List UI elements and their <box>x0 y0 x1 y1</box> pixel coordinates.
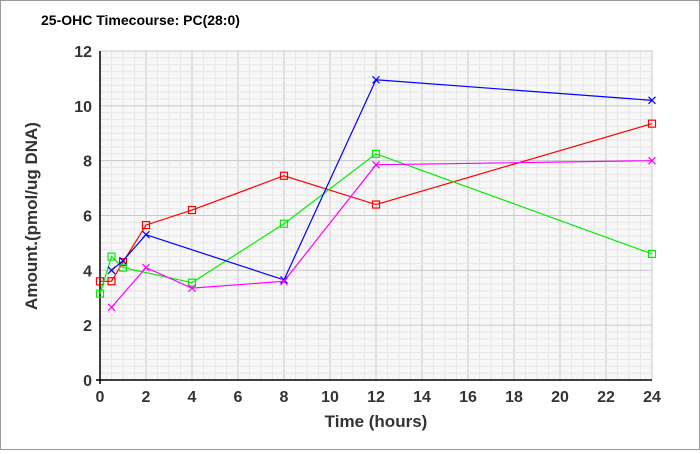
data-point-red <box>141 220 151 230</box>
data-point-blue <box>119 256 127 265</box>
data-point-magenta <box>372 160 380 169</box>
y-tick-label: 12 <box>74 44 92 61</box>
x-axis-label: Time (hours) <box>325 412 428 431</box>
y-tick-label: 10 <box>74 99 92 116</box>
x-tick-label: 14 <box>413 389 431 406</box>
data-point-green <box>95 289 105 298</box>
y-tick-label: 6 <box>83 209 92 226</box>
data-point-green <box>647 249 657 258</box>
x-tick-label: 12 <box>367 389 385 406</box>
data-point-blue <box>142 230 150 239</box>
y-tick-label: 0 <box>83 373 92 390</box>
x-tick-label: 4 <box>188 389 197 406</box>
x-tick-label: 16 <box>459 389 477 406</box>
x-tick-label: 0 <box>96 389 105 406</box>
series-line-magenta <box>111 160 653 308</box>
data-point-red <box>187 205 197 215</box>
x-tick-label: 6 <box>234 389 243 406</box>
x-tick-label: 8 <box>280 389 289 406</box>
data-point-green <box>107 252 116 261</box>
x-tick-label: 10 <box>321 389 339 406</box>
data-point-green <box>187 278 197 287</box>
data-point-green <box>118 263 128 272</box>
y-tick-label: 4 <box>83 263 92 280</box>
data-point-magenta <box>142 263 150 272</box>
data-point-magenta <box>648 156 656 165</box>
data-point-blue <box>648 96 656 105</box>
x-tick-label: 2 <box>142 389 151 406</box>
y-tick-label: 8 <box>83 154 92 171</box>
x-tick-label: 24 <box>643 389 661 406</box>
data-point-magenta <box>280 277 288 286</box>
data-point-red <box>107 277 116 286</box>
chart-title: 25-OHC Timecourse: PC(28:0) <box>41 12 240 28</box>
data-point-green <box>371 149 381 158</box>
series-line-green <box>99 153 653 294</box>
data-point-red <box>279 171 289 180</box>
y-axis-label: Amount.(pmol/ug DNA) <box>22 122 41 310</box>
data-point-magenta <box>188 284 196 293</box>
x-tick-label: 20 <box>551 389 569 406</box>
data-point-red <box>371 200 381 209</box>
data-point-green <box>279 219 289 228</box>
x-tick-label: 22 <box>597 389 615 406</box>
data-point-red <box>118 258 128 267</box>
data-point-red <box>647 119 657 128</box>
data-point-blue <box>107 266 116 275</box>
data-point-blue <box>372 75 380 84</box>
x-tick-label: 18 <box>505 389 523 406</box>
y-tick-label: 2 <box>83 318 92 335</box>
data-point-magenta <box>107 303 116 312</box>
